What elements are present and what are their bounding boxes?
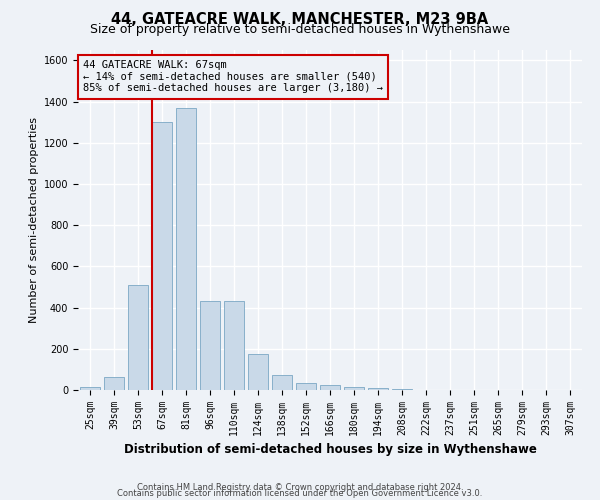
Bar <box>248 354 268 390</box>
Bar <box>344 387 364 390</box>
Bar <box>200 302 220 390</box>
Text: Size of property relative to semi-detached houses in Wythenshawe: Size of property relative to semi-detach… <box>90 22 510 36</box>
X-axis label: Distribution of semi-detached houses by size in Wythenshawe: Distribution of semi-detached houses by … <box>124 444 536 456</box>
Bar <box>104 376 124 390</box>
Bar <box>296 383 316 390</box>
Bar <box>224 302 244 390</box>
Bar <box>80 387 100 390</box>
Bar <box>272 374 292 390</box>
Text: 44, GATEACRE WALK, MANCHESTER, M23 9BA: 44, GATEACRE WALK, MANCHESTER, M23 9BA <box>112 12 488 28</box>
Y-axis label: Number of semi-detached properties: Number of semi-detached properties <box>29 117 40 323</box>
Bar <box>320 385 340 390</box>
Bar <box>368 388 388 390</box>
Text: Contains public sector information licensed under the Open Government Licence v3: Contains public sector information licen… <box>118 490 482 498</box>
Bar <box>392 389 412 390</box>
Bar <box>128 285 148 390</box>
Text: 44 GATEACRE WALK: 67sqm
← 14% of semi-detached houses are smaller (540)
85% of s: 44 GATEACRE WALK: 67sqm ← 14% of semi-de… <box>83 60 383 94</box>
Bar <box>152 122 172 390</box>
Text: Contains HM Land Registry data © Crown copyright and database right 2024.: Contains HM Land Registry data © Crown c… <box>137 484 463 492</box>
Bar <box>176 108 196 390</box>
